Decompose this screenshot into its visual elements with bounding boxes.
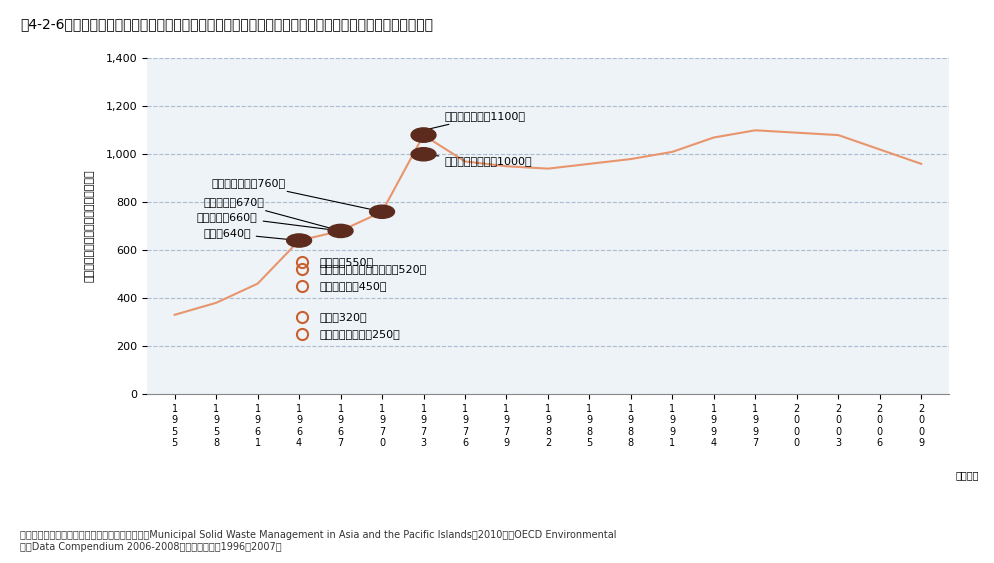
Text: ベトナム（670）: ベトナム（670） — [204, 197, 338, 230]
Text: カンボジア、フィリピン（520）: カンボジア、フィリピン（520） — [320, 264, 427, 274]
Text: シンガポール（1100）: シンガポール（1100） — [426, 111, 525, 129]
Ellipse shape — [286, 234, 311, 247]
Ellipse shape — [328, 224, 353, 238]
Y-axis label: 一人一日当たり排出量（ｇ／人・日）: 一人一日当たり排出量（ｇ／人・日） — [84, 170, 94, 283]
Ellipse shape — [412, 128, 436, 142]
Text: 中国（320）: 中国（320） — [320, 312, 368, 322]
Text: （出典：日本のデータは環境省、海外のデータはMunicipal Solid Waste Management in Asia and the Pacific I: （出典：日本のデータは環境省、海外のデータはMunicipal Solid Wa… — [20, 530, 616, 552]
Text: 図4-2-6　日本の一般廃棄物（ごみ）排出量の推移と主要アジア・南米各国の最近の都市ごみ排出量の関係: 図4-2-6 日本の一般廃棄物（ごみ）排出量の推移と主要アジア・南米各国の最近の… — [20, 17, 432, 31]
Text: （西暦）: （西暦） — [956, 471, 979, 481]
Text: ブルネイ（660）: ブルネイ（660） — [197, 212, 338, 231]
Text: 韓国、メキシコ（1000）: 韓国、メキシコ（1000） — [426, 155, 532, 167]
Text: バングラデシュ（250）: バングラデシュ（250） — [320, 329, 401, 339]
Ellipse shape — [370, 205, 395, 218]
Text: ラオス（550）: ラオス（550） — [320, 257, 374, 267]
Ellipse shape — [412, 148, 436, 161]
Text: ミャンマー（450）: ミャンマー（450） — [320, 281, 388, 291]
Text: タイ（640）: タイ（640） — [203, 229, 296, 240]
Text: インドネシア（760）: インドネシア（760） — [211, 178, 380, 211]
